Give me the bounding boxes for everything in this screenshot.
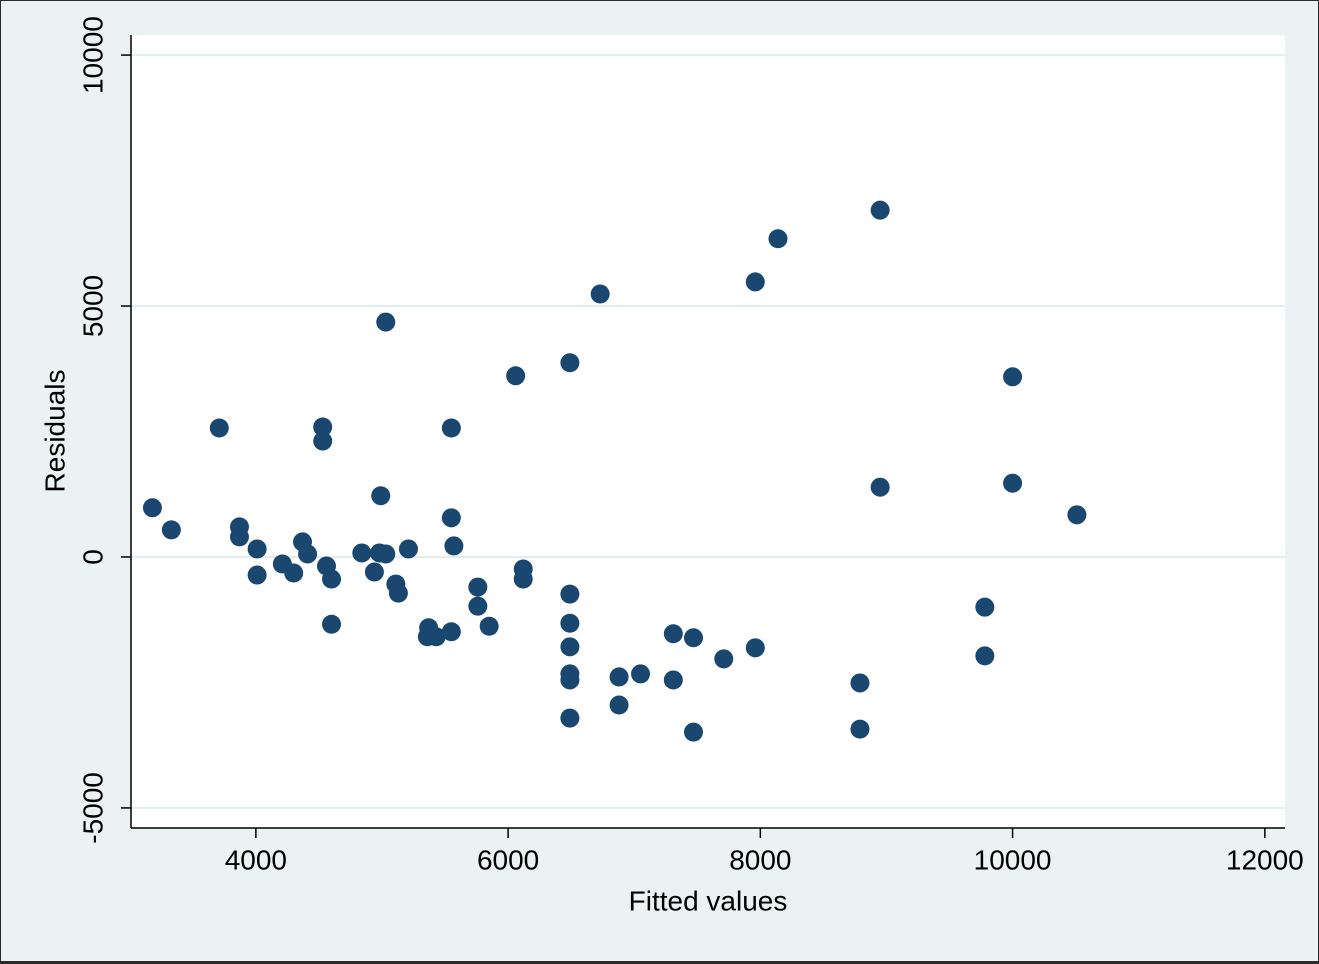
- x-tick-label: 4000: [225, 844, 287, 875]
- point: [714, 649, 734, 669]
- point: [609, 667, 629, 687]
- point: [376, 312, 396, 332]
- point: [1067, 505, 1087, 525]
- point: [683, 722, 703, 742]
- y-tick-label: -5000: [77, 772, 108, 844]
- y-tick-label: 5000: [77, 275, 108, 337]
- point: [313, 431, 333, 451]
- point: [745, 638, 765, 658]
- point: [560, 637, 580, 657]
- point: [441, 508, 461, 528]
- point: [209, 418, 229, 438]
- point: [322, 569, 342, 589]
- point: [560, 613, 580, 633]
- point: [560, 670, 580, 690]
- point: [560, 584, 580, 604]
- point: [426, 627, 446, 647]
- point: [298, 544, 318, 564]
- point: [850, 719, 870, 739]
- point: [663, 624, 683, 644]
- x-tick-label: 10000: [974, 844, 1052, 875]
- point: [322, 614, 342, 634]
- point: [609, 695, 629, 715]
- point: [313, 417, 333, 437]
- point: [975, 597, 995, 617]
- point: [468, 577, 488, 597]
- point: [631, 664, 651, 684]
- point: [441, 622, 461, 642]
- point: [352, 543, 372, 563]
- point: [850, 673, 870, 693]
- point: [683, 628, 703, 648]
- plot-area: [131, 35, 1285, 828]
- point: [247, 565, 267, 585]
- point: [468, 596, 488, 616]
- y-axis-label: Residuals: [39, 370, 70, 493]
- point: [560, 708, 580, 728]
- point: [398, 539, 418, 559]
- point: [371, 486, 391, 506]
- point: [870, 477, 890, 497]
- x-tick-label: 8000: [729, 844, 791, 875]
- point: [590, 284, 610, 304]
- x-tick-label: 12000: [1226, 844, 1304, 875]
- point: [229, 527, 249, 547]
- point: [444, 536, 464, 556]
- point: [975, 646, 995, 666]
- y-tick-label: 0: [77, 549, 108, 565]
- point: [506, 366, 526, 386]
- point: [161, 520, 181, 540]
- point: [870, 200, 890, 220]
- point: [142, 498, 162, 518]
- point: [247, 539, 267, 559]
- point: [560, 353, 580, 373]
- point: [284, 563, 304, 583]
- point: [768, 229, 788, 249]
- point: [1003, 367, 1023, 387]
- point: [364, 562, 384, 582]
- point: [513, 569, 533, 589]
- x-tick-label: 6000: [477, 844, 539, 875]
- point: [1003, 473, 1023, 493]
- point: [479, 616, 499, 636]
- point: [376, 544, 396, 564]
- point: [663, 670, 683, 690]
- x-axis-label: Fitted values: [629, 885, 788, 916]
- point: [745, 272, 765, 292]
- y-tick-label: 10000: [77, 16, 108, 94]
- point: [388, 583, 408, 603]
- point: [441, 418, 461, 438]
